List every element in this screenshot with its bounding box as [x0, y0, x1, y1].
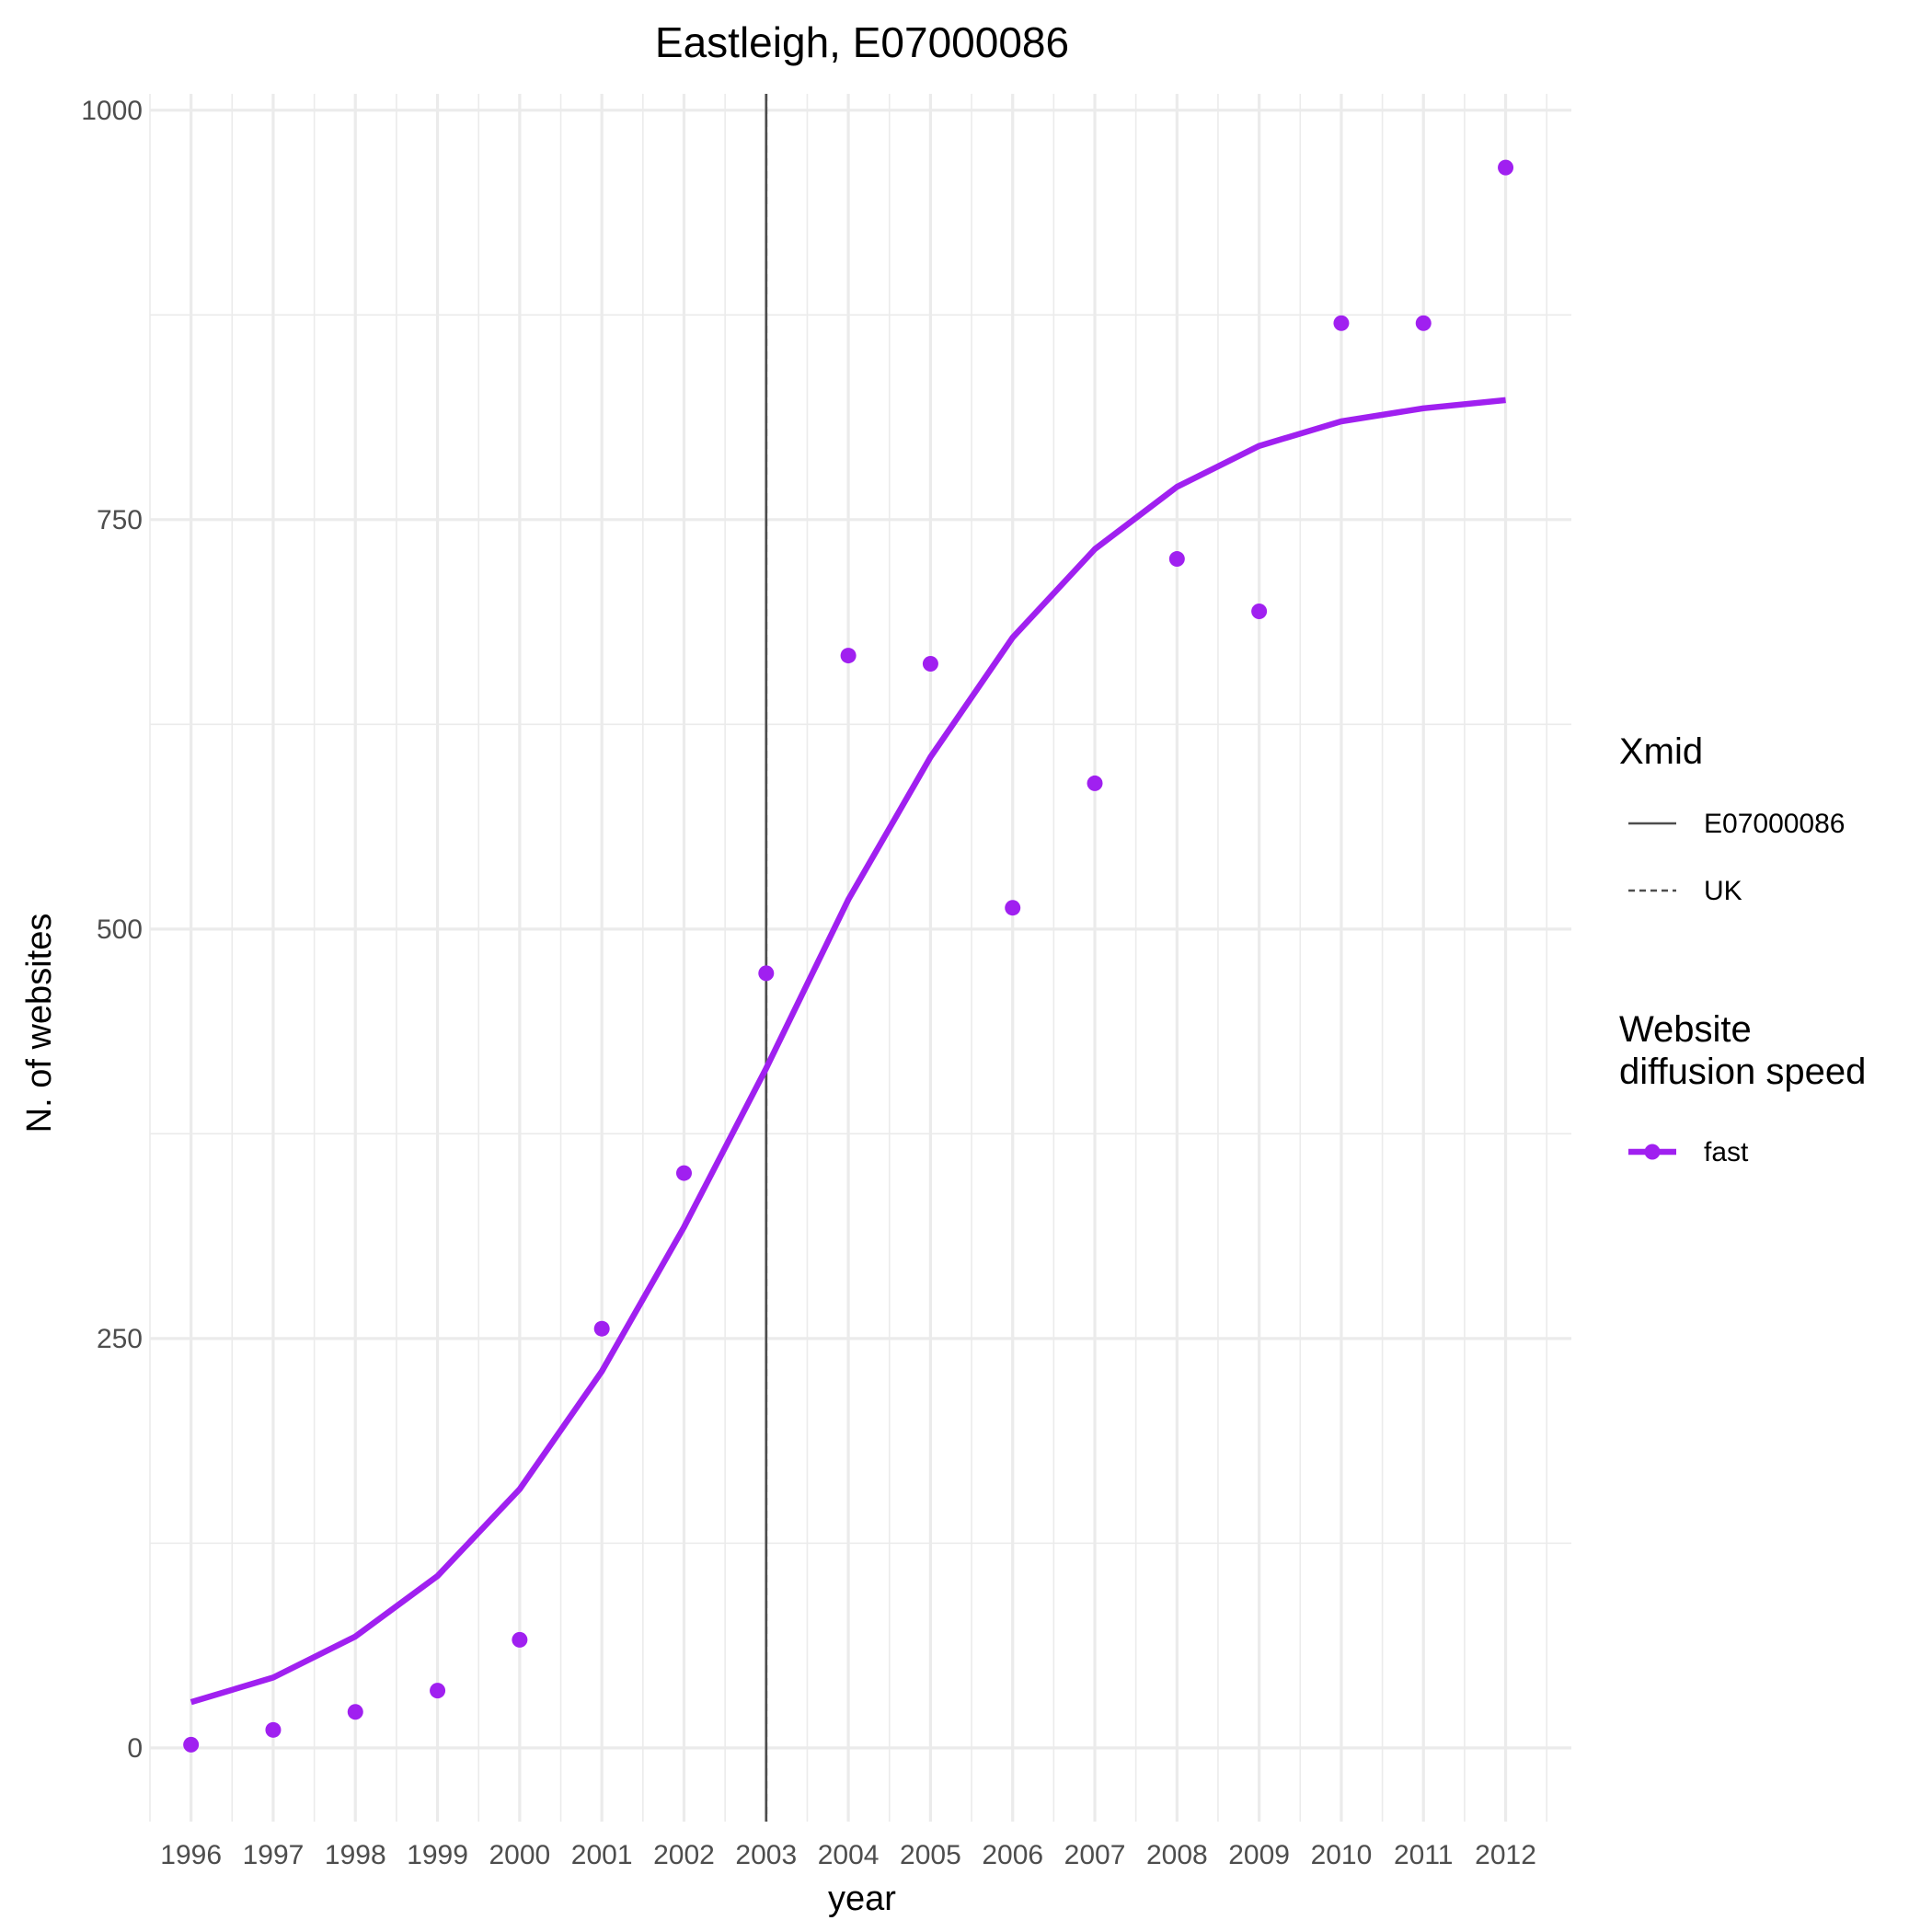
- x-tick-label: 1999: [407, 1840, 468, 1870]
- y-tick-label: 250: [97, 1324, 143, 1354]
- y-tick-label: 500: [97, 914, 143, 945]
- legend-key-point: [1644, 1144, 1661, 1160]
- x-tick-label: 2004: [818, 1840, 880, 1870]
- data-point: [675, 1165, 692, 1181]
- x-tick-label: 2009: [1228, 1840, 1290, 1870]
- x-axis-title: year: [828, 1880, 896, 1918]
- x-tick-label: 2006: [982, 1840, 1043, 1870]
- data-point: [347, 1704, 363, 1720]
- y-tick-label: 750: [97, 505, 143, 535]
- series-layer: [183, 159, 1514, 1753]
- x-tick-label: 2001: [571, 1840, 633, 1870]
- data-point: [1415, 315, 1432, 331]
- y-tick-label: 0: [127, 1733, 143, 1764]
- x-tick-label: 2012: [1475, 1840, 1536, 1870]
- data-point: [1005, 900, 1021, 916]
- y-axis: 0 250 500 750 1000: [81, 96, 143, 1764]
- x-tick-label: 2005: [900, 1840, 961, 1870]
- x-tick-label: 2003: [735, 1840, 797, 1870]
- data-point: [512, 1631, 528, 1648]
- x-tick-label: 2002: [653, 1840, 715, 1870]
- x-tick-label: 2007: [1064, 1840, 1126, 1870]
- data-point: [1333, 315, 1350, 331]
- x-tick-label: 2000: [489, 1840, 551, 1870]
- series-line-fast: [190, 397, 1506, 1706]
- y-tick-label: 1000: [81, 96, 143, 126]
- data-point: [922, 655, 938, 672]
- data-point: [1251, 604, 1268, 620]
- data-point: [1168, 551, 1185, 568]
- data-point: [593, 1320, 610, 1337]
- legend-title-xmid: Xmid: [1619, 731, 1703, 772]
- data-point: [183, 1736, 200, 1753]
- legend-title-diffusion-speed: diffusion speed: [1619, 1052, 1866, 1092]
- data-point: [758, 965, 775, 982]
- x-tick-label: 1998: [325, 1840, 386, 1870]
- data-point: [265, 1721, 282, 1738]
- data-point: [1498, 159, 1514, 176]
- x-axis: 1996 1997 1998 1999 2000 2001 2002 2003 2004 2005…: [160, 1840, 1536, 1870]
- x-tick-label: 1996: [160, 1840, 222, 1870]
- data-point: [840, 648, 857, 664]
- data-point: [1087, 775, 1103, 791]
- grid: [149, 94, 1571, 1822]
- x-tick-label: 2008: [1146, 1840, 1208, 1870]
- data-point: [430, 1683, 446, 1699]
- chart-title: Eastleigh, E07000086: [655, 18, 1069, 66]
- y-axis-title: N. of websites: [20, 914, 59, 1133]
- legend-label-fast: fast: [1704, 1137, 1749, 1167]
- x-tick-label: 2011: [1394, 1840, 1454, 1870]
- legend-label-uk: UK: [1704, 876, 1742, 906]
- legend-label-e07000086: E07000086: [1704, 809, 1846, 839]
- x-tick-label: 2010: [1311, 1840, 1373, 1870]
- legend-title-diffusion-speed: Website: [1619, 1009, 1752, 1050]
- x-tick-label: 1997: [243, 1840, 305, 1870]
